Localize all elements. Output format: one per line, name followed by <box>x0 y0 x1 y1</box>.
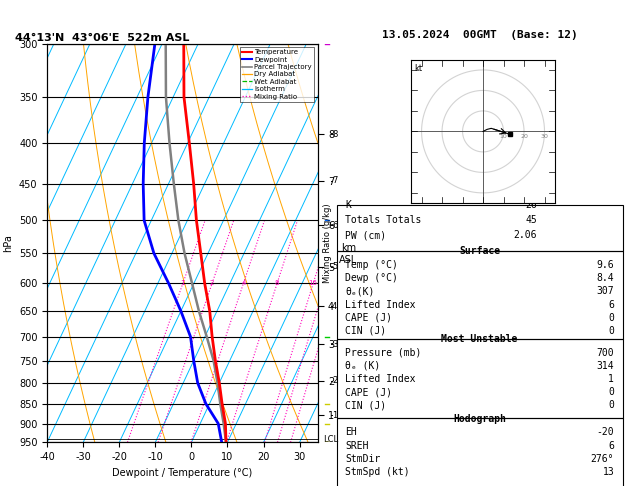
Text: Lifted Index: Lifted Index <box>345 374 416 384</box>
Text: 7: 7 <box>332 176 337 185</box>
Text: 10: 10 <box>499 134 508 139</box>
Text: 16: 16 <box>309 280 318 286</box>
Text: LCL: LCL <box>323 435 338 444</box>
Bar <box>337 418 623 486</box>
Text: 8: 8 <box>275 280 279 286</box>
Text: Mixing Ratio (g/kg): Mixing Ratio (g/kg) <box>323 203 331 283</box>
Bar <box>337 251 623 339</box>
Text: Surface: Surface <box>459 246 500 256</box>
Text: 0: 0 <box>608 312 614 323</box>
Bar <box>337 339 623 418</box>
Text: Temp (°C): Temp (°C) <box>345 260 398 270</box>
Text: Dewp (°C): Dewp (°C) <box>345 273 398 283</box>
Text: 13.05.2024  00GMT  (Base: 12): 13.05.2024 00GMT (Base: 12) <box>382 30 577 40</box>
Text: Most Unstable: Most Unstable <box>442 334 518 344</box>
Text: 5: 5 <box>332 262 337 271</box>
Text: 314: 314 <box>596 361 614 371</box>
Text: StmSpd (kt): StmSpd (kt) <box>345 467 409 477</box>
Text: 9.6: 9.6 <box>596 260 614 270</box>
Text: Pressure (mb): Pressure (mb) <box>345 348 421 358</box>
Text: 45: 45 <box>525 215 537 225</box>
Text: Totals Totals: Totals Totals <box>345 215 421 225</box>
Text: 4: 4 <box>332 302 337 311</box>
Text: CIN (J): CIN (J) <box>345 326 386 336</box>
Text: CAPE (J): CAPE (J) <box>345 312 392 323</box>
Text: 44°13'N  43°06'E  522m ASL: 44°13'N 43°06'E 522m ASL <box>14 33 189 43</box>
Text: -20: -20 <box>596 428 614 437</box>
Text: 0: 0 <box>608 326 614 336</box>
Text: StmDir: StmDir <box>345 454 381 464</box>
Text: Lifted Index: Lifted Index <box>345 299 416 310</box>
Y-axis label: km
ASL: km ASL <box>339 243 357 264</box>
Text: 8: 8 <box>332 130 337 139</box>
Text: 6: 6 <box>608 299 614 310</box>
Text: EH: EH <box>345 428 357 437</box>
Text: kt: kt <box>414 64 422 73</box>
Text: θₑ (K): θₑ (K) <box>345 361 381 371</box>
Text: 3: 3 <box>332 340 337 349</box>
Text: 8.4: 8.4 <box>596 273 614 283</box>
Text: 0: 0 <box>608 400 614 410</box>
Text: 276°: 276° <box>591 454 614 464</box>
Text: 6: 6 <box>608 441 614 451</box>
Text: 2.06: 2.06 <box>513 230 537 240</box>
Text: CIN (J): CIN (J) <box>345 400 386 410</box>
Text: θₑ(K): θₑ(K) <box>345 286 374 296</box>
Text: 1: 1 <box>181 280 185 286</box>
Legend: Temperature, Dewpoint, Parcel Trajectory, Dry Adiabat, Wet Adiabat, Isotherm, Mi: Temperature, Dewpoint, Parcel Trajectory… <box>240 47 314 102</box>
Text: 0: 0 <box>608 387 614 397</box>
Text: 20: 20 <box>520 134 528 139</box>
X-axis label: Dewpoint / Temperature (°C): Dewpoint / Temperature (°C) <box>113 468 252 478</box>
Text: 307: 307 <box>596 286 614 296</box>
Text: 4: 4 <box>242 280 245 286</box>
Bar <box>337 205 623 251</box>
Text: 700: 700 <box>596 348 614 358</box>
Text: SREH: SREH <box>345 441 369 451</box>
Y-axis label: hPa: hPa <box>3 234 13 252</box>
Text: CAPE (J): CAPE (J) <box>345 387 392 397</box>
Text: 1: 1 <box>332 411 337 419</box>
Text: 1: 1 <box>608 374 614 384</box>
Text: PW (cm): PW (cm) <box>345 230 386 240</box>
Text: K: K <box>345 200 351 210</box>
Text: 26: 26 <box>525 200 537 210</box>
Text: 6: 6 <box>332 221 337 230</box>
Text: 2: 2 <box>332 376 337 385</box>
Text: 30: 30 <box>540 134 548 139</box>
Text: 2: 2 <box>210 280 214 286</box>
Text: 13: 13 <box>603 467 614 477</box>
Text: Hodograph: Hodograph <box>453 414 506 423</box>
